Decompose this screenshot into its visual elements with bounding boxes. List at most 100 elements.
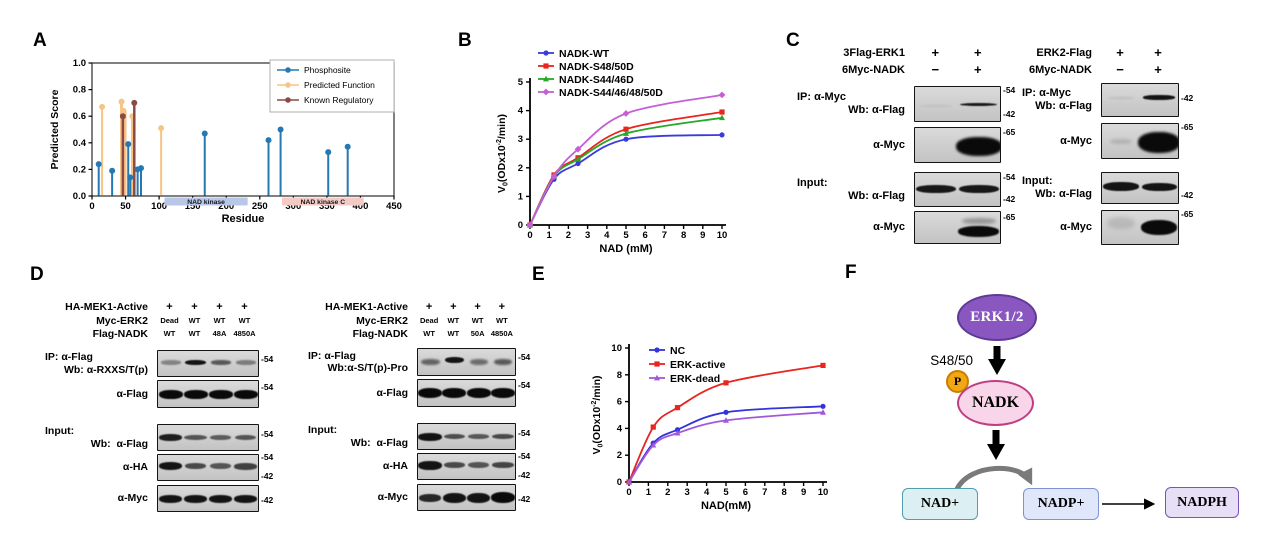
wb-band bbox=[233, 389, 258, 399]
erk-kinetics-chart: 0 1 2 3 4 5 6 7 8 9 10 0 2 4 6 8 10 NAD(mM) V0(ODx10-2/min… bbox=[591, 343, 829, 512]
y-axis-label: V0(ODx10-2/min) bbox=[591, 375, 605, 454]
mw-marker: -65 bbox=[1003, 127, 1016, 138]
wb-band bbox=[1141, 182, 1177, 191]
mw-marker: -54 bbox=[261, 452, 274, 462]
x-axis-label: Residue bbox=[222, 213, 265, 225]
x-axis-label: NAD(mM) bbox=[701, 500, 751, 512]
mw-markers: -54 -42 bbox=[1001, 171, 1027, 206]
wb-band bbox=[1138, 132, 1178, 154]
blot-label: α-Myc bbox=[1060, 134, 1092, 147]
mw-markers: -42 bbox=[1179, 173, 1202, 203]
lane-header-label: Flag-NADK bbox=[352, 327, 408, 340]
blot-section: α-Myc -42 bbox=[45, 485, 285, 512]
mw-markers: -54 bbox=[516, 424, 542, 449]
y-tick-label: 0.2 bbox=[73, 164, 86, 175]
lane-value: + bbox=[1154, 62, 1162, 77]
y-tick-label: 0.4 bbox=[73, 138, 87, 149]
western-blot bbox=[157, 350, 259, 377]
wb-band bbox=[209, 435, 232, 440]
data-point bbox=[820, 362, 826, 369]
data-point bbox=[654, 361, 660, 367]
blot-label-stack: α-Myc bbox=[797, 139, 914, 152]
blot-label-stack: α-HA bbox=[45, 461, 157, 473]
nadph-node-label: NADPH bbox=[1177, 494, 1227, 510]
lane-header-row: 3Flag-ERK1 + + bbox=[797, 44, 1027, 61]
wb-band bbox=[1140, 220, 1178, 235]
wb-band bbox=[920, 104, 953, 107]
blot-label-stack: Input: Wb: α-Flag bbox=[1022, 175, 1101, 201]
wb-band bbox=[492, 433, 514, 440]
x-tick-label: 1 bbox=[646, 487, 652, 498]
blot-section: Input: Wb: α-Flag -54 -42 bbox=[797, 172, 1027, 207]
legend-label: ERK-dead bbox=[670, 373, 720, 385]
x-tick-label: 10 bbox=[818, 487, 829, 498]
blot-label: α-Myc bbox=[377, 491, 408, 504]
coip-blot-group-erk2: ERK2-Flag + +6Myc-NADK − + IP: α-Myc Wb: α-Fla… bbox=[1022, 44, 1202, 245]
stem-dot bbox=[109, 167, 116, 174]
blot-label: Wb: α-Flag bbox=[1035, 188, 1092, 200]
blot-section: α-Flag -54 bbox=[308, 379, 542, 407]
mw-marker: -42 bbox=[1003, 194, 1016, 205]
lane-value: + bbox=[450, 301, 457, 313]
lane-header-label: 6Myc-NADK bbox=[842, 63, 905, 76]
data-point bbox=[623, 130, 629, 136]
wb-band bbox=[420, 359, 440, 365]
x-tick-label: 150 bbox=[185, 201, 201, 212]
wb-band bbox=[961, 218, 996, 225]
blot-label: IP: α-Myc bbox=[1022, 87, 1071, 100]
blot-label: Wb: α-RXXS/T(p) bbox=[63, 363, 148, 376]
western-blot bbox=[914, 86, 1001, 122]
wb-band bbox=[467, 434, 490, 439]
western-blot bbox=[417, 348, 516, 376]
lane-header-row: HA-MEK1-Active + + + + bbox=[45, 300, 285, 314]
nadk-node-label: NADK bbox=[971, 394, 1020, 411]
erk12-node-label: ERK1/2 bbox=[970, 309, 1024, 325]
data-point bbox=[723, 380, 729, 386]
domain-bar bbox=[164, 197, 248, 206]
y-tick-label: 0.6 bbox=[73, 111, 86, 122]
western-blot bbox=[1101, 123, 1179, 159]
y-tick-label: 2 bbox=[518, 163, 523, 174]
coip-blot-group-erk1: 3Flag-ERK1 + +6Myc-NADK − + IP: α-Myc Wb: α-Fl… bbox=[797, 44, 1027, 244]
x-tick-label: 4 bbox=[704, 487, 710, 498]
lane-value: Dead bbox=[160, 316, 179, 325]
nad-node: NAD+ bbox=[902, 488, 978, 520]
blot-section: α-Myc -65 bbox=[1022, 122, 1202, 159]
domain-bar bbox=[281, 197, 364, 206]
wb-band bbox=[442, 492, 466, 503]
wb-band bbox=[958, 225, 1000, 237]
x-tick-label: 1 bbox=[547, 230, 553, 241]
blot-label-stack: α-Myc bbox=[308, 491, 417, 503]
mw-marker: -54 bbox=[1003, 171, 1016, 182]
legend-label: NC bbox=[670, 345, 686, 357]
lane-header-row: Flag-NADK WT WT 50A 4850A bbox=[308, 327, 542, 340]
mw-marker: -54 bbox=[261, 428, 274, 439]
mw-marker: -42 bbox=[261, 494, 274, 505]
western-blot bbox=[417, 423, 516, 450]
blot-label-stack: α-HA bbox=[308, 460, 417, 472]
blot-section: α-HA -54 -42 bbox=[308, 451, 542, 480]
mw-markers: -54 -42 bbox=[1001, 85, 1027, 121]
x-tick-label: 8 bbox=[681, 230, 686, 241]
western-blot bbox=[1101, 210, 1179, 245]
y-axis-label: Predicted Score bbox=[49, 89, 61, 169]
western-blot bbox=[157, 454, 259, 481]
x-tick-label: 7 bbox=[762, 487, 767, 498]
data-point bbox=[718, 91, 726, 99]
data-point bbox=[650, 424, 656, 430]
lane-values: + + bbox=[1101, 45, 1177, 60]
mw-marker: -42 bbox=[261, 471, 274, 482]
x-tick-label: 450 bbox=[386, 201, 402, 212]
data-point bbox=[543, 63, 549, 69]
data-point bbox=[654, 347, 660, 353]
blot-section: α-Myc -65 bbox=[797, 127, 1027, 163]
legend-label: Phosphosite bbox=[304, 65, 351, 75]
lane-value: + bbox=[498, 301, 506, 313]
plot-frame bbox=[91, 62, 395, 197]
y-tick-label: 0 bbox=[617, 477, 622, 488]
panel-a-label: A bbox=[33, 30, 47, 51]
wb-band bbox=[419, 493, 441, 502]
wb-band bbox=[1106, 216, 1136, 229]
lane-header-label: 3Flag-ERK1 bbox=[843, 46, 905, 59]
